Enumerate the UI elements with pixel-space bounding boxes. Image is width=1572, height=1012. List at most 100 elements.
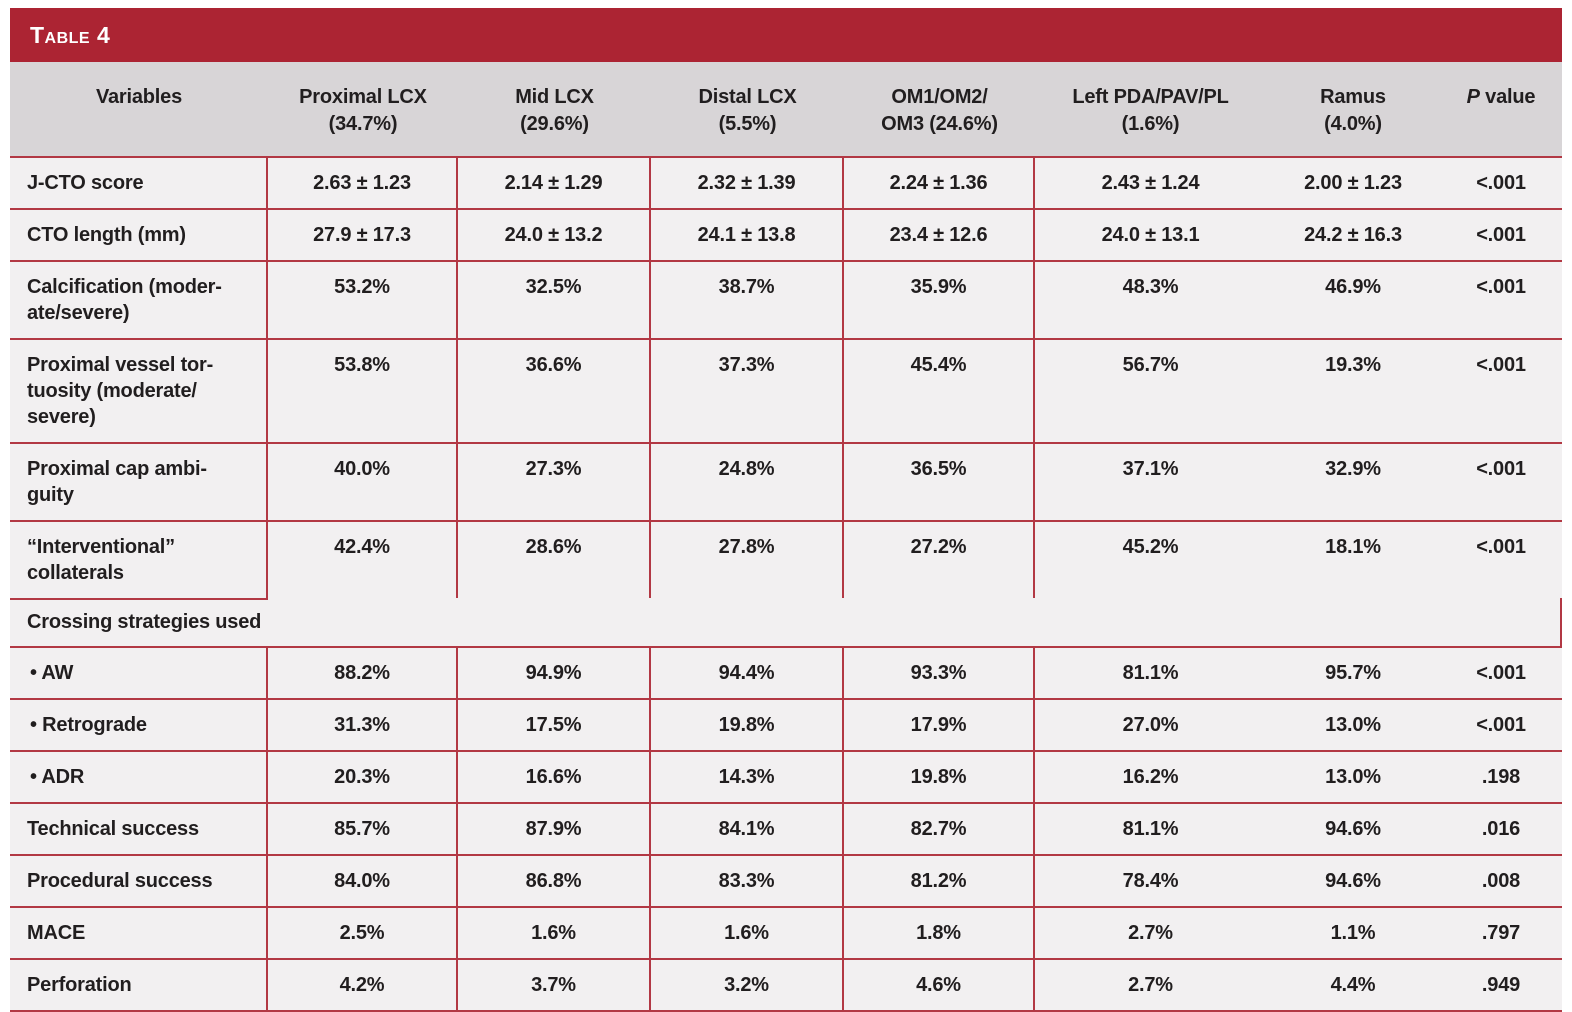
column-header-line: Proximal LCX (299, 86, 427, 108)
value-cell: 4.2% (268, 960, 458, 1010)
value-cell: 36.6% (458, 340, 651, 442)
row-label: MACE (10, 908, 268, 958)
row-label-line: • ADR (30, 766, 85, 788)
column-header-line: Ramus (1320, 86, 1386, 108)
value-cell: 28.6% (458, 522, 651, 598)
value-cell: 45.4% (844, 340, 1035, 442)
value-cell: 24.2 ± 16.3 (1304, 224, 1402, 246)
value-cell: 3.2% (651, 960, 844, 1010)
value-cell: 23.4 ± 12.6 (844, 210, 1035, 260)
p-value-cell: <.001 (1476, 224, 1526, 246)
value-cell: 2.5% (268, 908, 458, 958)
value-cell: 17.9% (844, 700, 1035, 750)
value-cell: 18.1% (1325, 536, 1381, 558)
value-cell: 53.2% (268, 262, 458, 338)
value-cell: 27.3% (458, 444, 651, 520)
value-cell: 37.3% (651, 340, 844, 442)
column-header-subtext: (5.5%) (718, 113, 777, 135)
column-header: Distal LCX (5.5%) (651, 62, 844, 156)
value-cell: 4.6% (844, 960, 1035, 1010)
value-cell: 85.7% (268, 804, 458, 854)
p-value-cell: <.001 (1476, 354, 1526, 376)
value-cell: 48.3% (1122, 276, 1179, 298)
row-label: Proximal cap ambi-guity (10, 444, 268, 520)
column-header-subtext: OM3 (24.6%) (881, 113, 998, 135)
table-row: Calcification (moder-ate/severe) 53.2% 32.… (10, 262, 1562, 340)
p-value-cell: .797 (1481, 922, 1521, 944)
row-label-line: tuosity (moderate/ (27, 380, 197, 402)
value-cell: 94.9% (458, 648, 651, 698)
row-label-line: • AW (30, 662, 74, 684)
column-header-line: Left PDA/PAV/PL (1072, 86, 1229, 108)
column-header: Variables (10, 62, 268, 156)
p-value-cell: <.001 (1476, 714, 1526, 736)
value-cell: 2.32 ± 1.39 (651, 158, 844, 208)
row-label-line: Technical success (27, 818, 199, 840)
value-cell: 84.0% (268, 856, 458, 906)
p-value-cell: <.001 (1476, 172, 1526, 194)
table-body: J-CTO score 2.63 ± 1.23 2.14 ± 1.29 2.32 ± … (10, 158, 1562, 1012)
value-cell: 2.00 ± 1.23 (1304, 172, 1402, 194)
value-cell: 87.9% (458, 804, 651, 854)
row-label-line: “Interventional” (27, 536, 175, 558)
row-label-line: guity (27, 484, 74, 506)
value-cell: 17.5% (458, 700, 651, 750)
row-label-line: Perforation (27, 974, 132, 996)
p-value-cell: .198 (1481, 766, 1521, 788)
table-row: Procedural success 84.0% 86.8% 83.3% 81.2% 78… (10, 856, 1562, 908)
value-cell: 16.6% (458, 752, 651, 802)
value-cell: 84.1% (651, 804, 844, 854)
table-row: Technical success 85.7% 87.9% 84.1% 82.7% 81.… (10, 804, 1562, 856)
row-label: • AW (10, 648, 268, 698)
value-cell: 16.2% (1122, 766, 1179, 788)
row-label-line: MACE (27, 922, 86, 944)
value-cell: 20.3% (268, 752, 458, 802)
value-cell: 1.1% (1330, 922, 1376, 944)
p-value-cell: <.001 (1476, 276, 1526, 298)
p-value-cell: .008 (1481, 870, 1521, 892)
row-label: CTO length (mm) (10, 210, 268, 260)
value-cell: 46.9% (1325, 276, 1381, 298)
column-header: OM1/OM2/OM3 (24.6%) (844, 62, 1035, 156)
p-value-cell: <.001 (1476, 662, 1526, 684)
p-value-cell: .949 (1481, 974, 1521, 996)
value-cell: 2.7% (1128, 922, 1173, 944)
table-row: Proximal cap ambi-guity 40.0% 27.3% 24.8% 36… (10, 444, 1562, 522)
row-label-line: Calcification (moder- (27, 276, 222, 298)
column-header-line: P value (1467, 84, 1536, 111)
value-cell: 45.2% (1122, 536, 1179, 558)
row-label-line: Procedural success (27, 870, 213, 892)
value-cell: 32.5% (458, 262, 651, 338)
value-cell: 32.9% (1325, 458, 1381, 480)
value-cell: 1.6% (651, 908, 844, 958)
value-cell: 81.1% (1122, 662, 1179, 684)
row-label: Perforation (10, 960, 268, 1010)
table-row: MACE 2.5% 1.6% 1.6% 1.8% 2.7% 1.1% .797 (10, 908, 1562, 960)
row-label-line: ate/severe) (27, 302, 130, 324)
value-cell: 1.6% (458, 908, 651, 958)
row-label-line: collaterals (27, 562, 124, 584)
value-cell: 78.4% (1122, 870, 1179, 892)
table-title: Table 4 (30, 21, 111, 48)
column-header-subtext: (4.0%) (1324, 113, 1382, 135)
row-label: Calcification (moder-ate/severe) (10, 262, 268, 338)
value-cell: 27.9 ± 17.3 (268, 210, 458, 260)
table-row: • ADR 20.3% 16.6% 14.3% 19.8% 16.2% 13.0% .198 (10, 752, 1562, 804)
value-cell: 2.63 ± 1.23 (268, 158, 458, 208)
value-cell: 1.8% (844, 908, 1035, 958)
value-cell: 4.4% (1330, 974, 1376, 996)
value-cell: 19.8% (651, 700, 844, 750)
row-label: Technical success (10, 804, 268, 854)
column-header: Ramus (4.0%) (1266, 62, 1440, 156)
column-header-row: Variables Proximal LCX (34.7%) Mid LCX (29.6… (10, 62, 1562, 158)
row-label-line: Proximal vessel tor- (27, 354, 214, 376)
table-title-bar: Table 4 (10, 8, 1562, 62)
value-cell: 88.2% (268, 648, 458, 698)
row-label-line: Proximal cap ambi- (27, 458, 207, 480)
value-cell: 27.0% (1122, 714, 1179, 736)
value-cell: 95.7% (1325, 662, 1381, 684)
value-cell: 27.8% (651, 522, 844, 598)
value-cell: 86.8% (458, 856, 651, 906)
row-label: J-CTO score (10, 158, 268, 208)
value-cell: 13.0% (1325, 766, 1381, 788)
